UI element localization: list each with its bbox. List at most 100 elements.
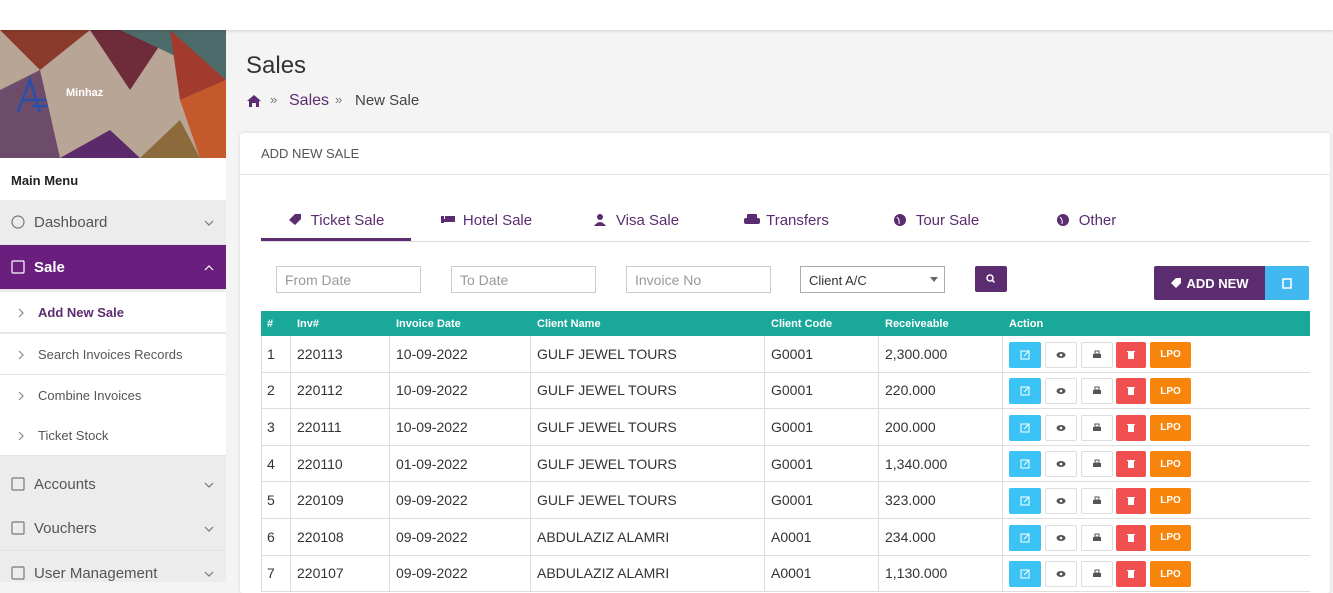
edit-button[interactable]	[1009, 378, 1041, 404]
client-select[interactable]: Client A/C	[800, 266, 945, 293]
submenu-item[interactable]: Search Invoices Records	[0, 334, 226, 375]
select-text: Client A/C	[809, 273, 867, 288]
icon	[893, 213, 911, 227]
column-header: Invoice Date	[390, 311, 531, 336]
icon	[1126, 533, 1136, 543]
tab[interactable]: Ticket Sale	[261, 198, 411, 242]
lpo-button[interactable]: LPO	[1150, 378, 1191, 404]
tab-label: Tour Sale	[916, 212, 979, 229]
delete-button[interactable]	[1116, 378, 1146, 404]
print-button[interactable]	[1081, 342, 1113, 368]
filter-input[interactable]: From Date	[276, 266, 421, 293]
tab[interactable]: Other	[1011, 198, 1161, 242]
add-new-button[interactable]: ADD NEW	[1154, 266, 1265, 300]
edit-button[interactable]	[1009, 525, 1041, 551]
icon	[18, 308, 25, 318]
icon	[1092, 423, 1102, 433]
tab[interactable]: Visa Sale	[561, 198, 711, 242]
menu-item[interactable]: Dashboard	[0, 200, 226, 245]
submenu-item[interactable]: Ticket Stock	[0, 415, 226, 456]
lpo-button[interactable]: LPO	[1150, 488, 1191, 514]
caret	[930, 277, 938, 282]
breadcrumb-link[interactable]: Sales	[289, 92, 329, 110]
edit-button[interactable]	[1009, 488, 1041, 514]
icon	[1092, 350, 1102, 360]
submenu-item[interactable]: Combine Invoices	[0, 375, 226, 416]
view-button[interactable]	[1045, 342, 1077, 368]
filter-input[interactable]: To Date	[451, 266, 596, 293]
copy-button[interactable]	[1265, 266, 1309, 300]
print-button[interactable]	[1081, 525, 1113, 551]
lpo-button[interactable]: LPO	[1150, 525, 1191, 551]
delete-button[interactable]	[1116, 488, 1146, 514]
icon	[1020, 533, 1030, 543]
table-cell: 4	[261, 446, 291, 483]
menu-item[interactable]: Sale	[0, 245, 226, 290]
delete-button[interactable]	[1116, 415, 1146, 441]
lpo-button[interactable]: LPO	[1150, 561, 1191, 587]
tab[interactable]: Tour Sale	[861, 198, 1011, 242]
table-cell: ABDULAZIZ ALAMRI	[531, 556, 765, 593]
delete-button[interactable]	[1116, 561, 1146, 587]
table-cell: G0001	[765, 446, 879, 483]
table-cell: 220107	[291, 556, 390, 593]
icon	[11, 260, 25, 274]
view-button[interactable]	[1045, 525, 1077, 551]
delete-button[interactable]	[1116, 525, 1146, 551]
menu-item[interactable]: Vouchers	[0, 506, 226, 551]
column-header: Client Name	[531, 311, 765, 336]
sidebar: Minhaz Main Menu DashboardSaleAccountsVo…	[0, 30, 226, 582]
column-header: Action	[1003, 311, 1310, 336]
tab-label: Hotel Sale	[463, 212, 532, 229]
print-button[interactable]	[1081, 415, 1113, 441]
lpo-button[interactable]: LPO	[1150, 451, 1191, 477]
home-icon[interactable]	[247, 95, 261, 107]
icon	[11, 215, 25, 229]
view-button[interactable]	[1045, 451, 1077, 477]
menu-item[interactable]: User Management	[0, 551, 226, 582]
icon	[593, 213, 611, 227]
menu-item[interactable]: Accounts	[0, 462, 226, 507]
print-button[interactable]	[1081, 488, 1113, 514]
filter-input[interactable]: Invoice No	[626, 266, 771, 293]
copy-icon	[1265, 266, 1309, 300]
table-cell: A0001	[765, 556, 879, 593]
icon	[204, 264, 214, 272]
column-header: Client Code	[765, 311, 879, 336]
view-button[interactable]	[1045, 561, 1077, 587]
table-cell: 220.000	[879, 373, 1003, 410]
delete-button[interactable]	[1116, 451, 1146, 477]
edit-button[interactable]	[1009, 561, 1041, 587]
icon	[1092, 569, 1102, 579]
tab[interactable]: Transfers	[711, 198, 861, 242]
edit-button[interactable]	[1009, 415, 1041, 441]
view-button[interactable]	[1045, 415, 1077, 441]
print-button[interactable]	[1081, 378, 1113, 404]
card-title: ADD NEW SALE	[261, 146, 359, 161]
profile-banner	[0, 30, 226, 158]
print-button[interactable]	[1081, 561, 1113, 587]
table-cell: GULF JEWEL TOURS	[531, 446, 765, 483]
edit-button[interactable]	[1009, 451, 1041, 477]
print-button[interactable]	[1081, 451, 1113, 477]
card-divider	[240, 174, 1330, 175]
breadcrumb-current: New Sale	[355, 92, 419, 109]
table-cell: GULF JEWEL TOURS	[531, 482, 765, 519]
submenu-item[interactable]: Add New Sale	[0, 292, 226, 333]
view-button[interactable]	[1045, 488, 1077, 514]
icon	[1126, 423, 1136, 433]
view-button[interactable]	[1045, 378, 1077, 404]
lpo-button[interactable]: LPO	[1150, 415, 1191, 441]
edit-button[interactable]	[1009, 342, 1041, 368]
menu-label: Accounts	[34, 476, 96, 493]
table-cell: 323.000	[879, 482, 1003, 519]
search-button[interactable]	[975, 266, 1007, 292]
delete-button[interactable]	[1116, 342, 1146, 368]
icon	[1056, 350, 1066, 360]
lpo-button[interactable]: LPO	[1150, 342, 1191, 368]
tab[interactable]: Hotel Sale	[411, 198, 561, 242]
icon	[204, 525, 214, 533]
icon	[1126, 459, 1136, 469]
icon	[1020, 496, 1030, 506]
